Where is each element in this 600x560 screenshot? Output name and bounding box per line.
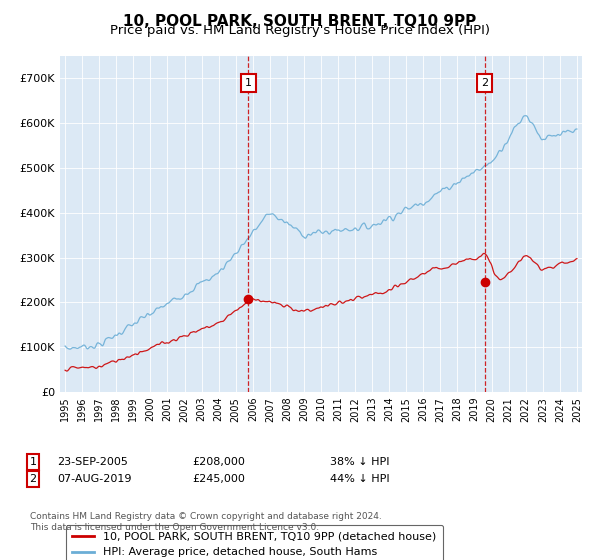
Text: £208,000: £208,000 [192,457,245,467]
Text: 2: 2 [481,78,488,88]
Text: 44% ↓ HPI: 44% ↓ HPI [330,474,389,484]
Text: 10, POOL PARK, SOUTH BRENT, TQ10 9PP: 10, POOL PARK, SOUTH BRENT, TQ10 9PP [124,14,476,29]
Text: 1: 1 [245,78,251,88]
Text: 07-AUG-2019: 07-AUG-2019 [57,474,131,484]
Legend: 10, POOL PARK, SOUTH BRENT, TQ10 9PP (detached house), HPI: Average price, detac: 10, POOL PARK, SOUTH BRENT, TQ10 9PP (de… [65,525,443,560]
Text: 23-SEP-2005: 23-SEP-2005 [57,457,128,467]
Text: £245,000: £245,000 [192,474,245,484]
Text: Contains HM Land Registry data © Crown copyright and database right 2024.
This d: Contains HM Land Registry data © Crown c… [30,512,382,532]
Text: 38% ↓ HPI: 38% ↓ HPI [330,457,389,467]
Text: 2: 2 [29,474,37,484]
Text: Price paid vs. HM Land Registry's House Price Index (HPI): Price paid vs. HM Land Registry's House … [110,24,490,37]
Text: 1: 1 [29,457,37,467]
